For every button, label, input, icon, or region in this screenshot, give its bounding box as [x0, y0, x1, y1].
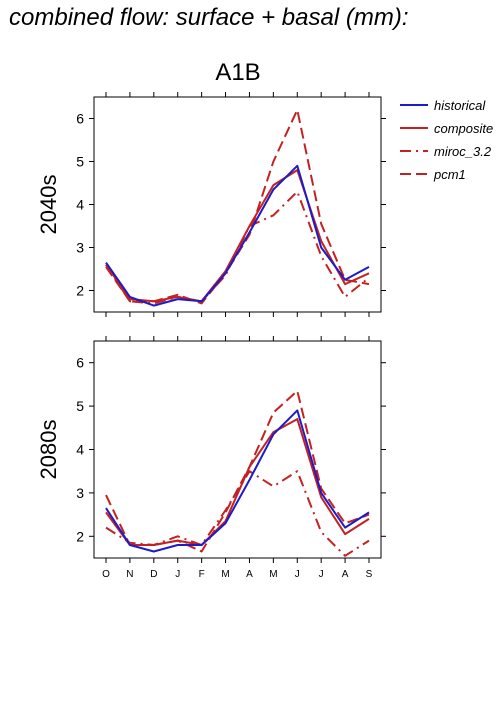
y-tick-label: 2: [76, 283, 84, 299]
x-tick-label: O: [102, 569, 110, 580]
x-tick-label: A: [342, 569, 349, 580]
legend-item: pcm1: [400, 167, 466, 182]
y-tick-label: 2: [76, 528, 84, 544]
plot-frame: [93, 96, 382, 313]
x-tick-label: D: [150, 569, 157, 580]
series-line-miroc-3-2: [105, 470, 370, 557]
x-tick-label: N: [126, 569, 133, 580]
legend-label: miroc_3.2: [434, 144, 492, 159]
x-tick-label: A: [246, 569, 253, 580]
x-tick-label: J: [319, 569, 324, 580]
series-line-historical: [105, 409, 370, 553]
legend-item: historical: [400, 98, 486, 113]
series-line-pcm1: [105, 389, 370, 553]
y-tick-label: 6: [76, 355, 84, 371]
x-tick-label: J: [175, 569, 180, 580]
x-tick-label: M: [221, 569, 229, 580]
y-tick-label: 5: [76, 398, 84, 414]
legend-label: pcm1: [433, 167, 466, 182]
y-tick-label: 3: [76, 485, 84, 501]
legend-label: composite: [434, 121, 493, 136]
x-tick-label: F: [199, 569, 205, 580]
y-tick-label: 4: [76, 197, 84, 213]
series-line-composite: [105, 418, 370, 546]
scenario-title: A1B: [215, 59, 260, 86]
page-title: combined flow: surface + basal (mm):: [9, 4, 409, 31]
series-line-pcm1: [105, 108, 370, 305]
x-tick-label: S: [366, 569, 373, 580]
y-tick-label: 6: [76, 111, 84, 127]
series-line-composite: [105, 169, 370, 303]
series-line-historical: [105, 164, 370, 307]
legend-item: miroc_3.2: [400, 144, 492, 159]
y-tick-label: 3: [76, 240, 84, 256]
chart-panel-2: 2 3 4 5 6 O N D J F M A M J J A S 2080s: [36, 336, 386, 580]
plot-frame: [93, 340, 382, 559]
x-tick-label: M: [269, 569, 277, 580]
y-tick-label: 4: [76, 442, 84, 458]
y-tick-label: 5: [76, 154, 84, 170]
series-line-miroc-3-2: [105, 190, 370, 305]
legend-item: composite: [400, 121, 493, 136]
chart-panel-1: 2 3 4 5 6 2040s: [36, 92, 386, 317]
panel-label: 2040s: [36, 175, 61, 235]
x-tick-label: J: [295, 569, 300, 580]
panel-label: 2080s: [36, 420, 61, 480]
legend-label: historical: [434, 98, 486, 113]
